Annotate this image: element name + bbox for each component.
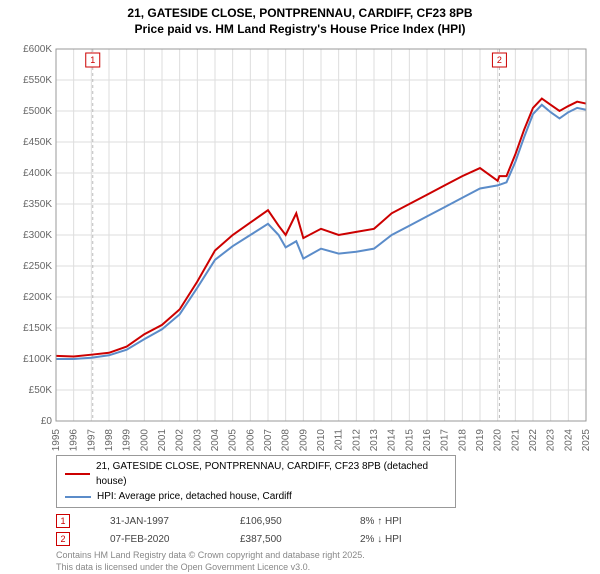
svg-text:£300K: £300K [23,230,52,241]
svg-text:2017: 2017 [440,429,451,451]
svg-text:£500K: £500K [23,106,52,117]
svg-text:1998: 1998 [104,429,115,451]
svg-text:£50K: £50K [29,385,53,396]
svg-text:2020: 2020 [493,429,504,451]
svg-text:2013: 2013 [369,429,380,451]
svg-text:£250K: £250K [23,261,52,272]
svg-text:2004: 2004 [210,429,221,451]
legend-swatch [65,473,90,475]
svg-text:£450K: £450K [23,137,52,148]
marker-row: 1 31-JAN-1997 £106,950 8% ↑ HPI [56,514,590,528]
chart-title: 21, GATESIDE CLOSE, PONTPRENNAU, CARDIFF… [10,6,590,37]
marker-badge: 1 [56,514,70,528]
legend-item: 21, GATESIDE CLOSE, PONTPRENNAU, CARDIFF… [65,459,447,489]
footer-line2: This data is licensed under the Open Gov… [56,562,590,574]
chart-svg: £0 £50K £100K £150K £200K £250K £300K £350K £400… [10,41,590,451]
legend-item: HPI: Average price, detached house, Card… [65,489,447,504]
svg-text:2024: 2024 [563,429,574,451]
legend-label: HPI: Average price, detached house, Card… [97,489,292,504]
svg-text:2014: 2014 [387,429,398,451]
title-line1: 21, GATESIDE CLOSE, PONTPRENNAU, CARDIFF… [10,6,590,22]
marker-table: 1 31-JAN-1997 £106,950 8% ↑ HPI 2 07-FEB-2020… [56,514,590,546]
svg-text:2016: 2016 [422,429,433,451]
svg-text:2021: 2021 [510,429,521,451]
legend: 21, GATESIDE CLOSE, PONTPRENNAU, CARDIFF… [56,455,456,508]
svg-text:£150K: £150K [23,323,52,334]
svg-text:1995: 1995 [51,429,62,451]
svg-text:2011: 2011 [334,429,345,451]
marker-change: 2% ↓ HPI [360,534,402,545]
svg-text:£600K: £600K [23,44,52,55]
svg-text:2006: 2006 [245,429,256,451]
svg-text:2002: 2002 [175,429,186,451]
svg-text:2023: 2023 [546,429,557,451]
line-chart: £0 £50K £100K £150K £200K £250K £300K £350K £400… [10,41,590,451]
svg-text:£350K: £350K [23,199,52,210]
svg-text:2007: 2007 [263,429,274,451]
svg-text:1997: 1997 [86,429,97,451]
marker-date: 07-FEB-2020 [110,534,200,545]
marker-price: £387,500 [240,534,320,545]
svg-text:£550K: £550K [23,75,52,86]
svg-text:2012: 2012 [351,429,362,451]
svg-text:2025: 2025 [581,429,590,451]
marker-date: 31-JAN-1997 [110,516,200,527]
svg-text:2000: 2000 [139,429,150,451]
svg-text:1996: 1996 [69,429,80,451]
marker-change: 8% ↑ HPI [360,516,402,527]
svg-text:2003: 2003 [192,429,203,451]
svg-text:1999: 1999 [122,429,133,451]
svg-text:2001: 2001 [157,429,168,451]
svg-text:2010: 2010 [316,429,327,451]
svg-text:£200K: £200K [23,292,52,303]
svg-text:2008: 2008 [281,429,292,451]
svg-text:2: 2 [497,55,502,65]
marker-price: £106,950 [240,516,320,527]
legend-swatch [65,496,91,498]
svg-text:1: 1 [90,55,95,65]
svg-text:£400K: £400K [23,168,52,179]
svg-text:2018: 2018 [457,429,468,451]
svg-text:£0: £0 [41,416,53,427]
svg-text:£100K: £100K [23,354,52,365]
footer-line1: Contains HM Land Registry data © Crown c… [56,550,590,562]
legend-label: 21, GATESIDE CLOSE, PONTPRENNAU, CARDIFF… [96,459,447,489]
title-line2: Price paid vs. HM Land Registry's House … [10,22,590,38]
svg-text:2015: 2015 [404,429,415,451]
marker-row: 2 07-FEB-2020 £387,500 2% ↓ HPI [56,532,590,546]
svg-text:2005: 2005 [228,429,239,451]
attribution: Contains HM Land Registry data © Crown c… [56,550,590,573]
svg-text:2022: 2022 [528,429,539,451]
marker-badge: 2 [56,532,70,546]
svg-text:2019: 2019 [475,429,486,451]
svg-text:2009: 2009 [298,429,309,451]
